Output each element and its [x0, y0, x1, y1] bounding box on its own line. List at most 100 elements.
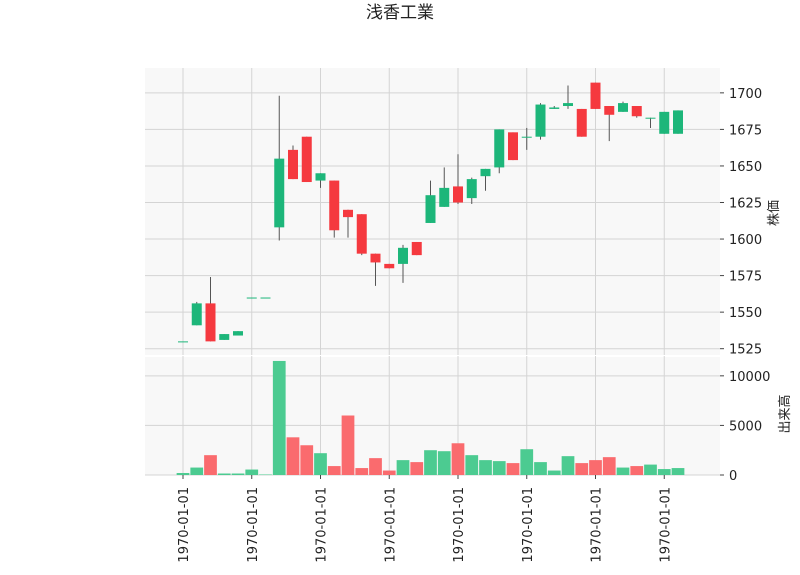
volume-bar	[245, 469, 259, 475]
volume-bar	[424, 450, 437, 475]
volume-bar	[396, 460, 410, 475]
volume-bar	[671, 468, 685, 475]
volume-bar	[589, 460, 602, 475]
candle-body	[260, 297, 271, 299]
volume-bar	[355, 468, 369, 475]
volume-bar	[465, 455, 479, 475]
candle-body	[233, 331, 243, 336]
candle-body	[274, 158, 285, 228]
candle-body	[645, 117, 656, 119]
volume-bar	[300, 445, 314, 475]
chart-title: 浅香工業	[366, 3, 434, 23]
candle-body	[466, 179, 477, 199]
candle-body	[356, 214, 367, 254]
volume-bar	[190, 467, 204, 475]
candle-body	[563, 103, 573, 107]
candle-body	[329, 180, 340, 231]
candle-body	[219, 334, 230, 340]
volume-bar	[451, 443, 465, 475]
candle-body	[480, 168, 491, 177]
volume-bar	[382, 470, 396, 475]
candle-body	[508, 132, 518, 161]
volume-bar	[314, 453, 327, 475]
candle-body	[411, 241, 422, 256]
candle-body	[631, 106, 642, 117]
volume-bar	[657, 469, 671, 475]
x-tick-label: 1970-01-01	[315, 487, 330, 563]
candle-body	[453, 186, 463, 203]
volume-bar	[561, 456, 575, 475]
x-tick-label: 1970-01-01	[246, 487, 261, 563]
candle-body	[549, 107, 560, 109]
x-tick-label: 1970-01-01	[452, 487, 467, 563]
candle-body	[384, 263, 395, 269]
candle-body	[288, 149, 298, 180]
candle-body	[178, 341, 188, 343]
volume-tick-label: 10000	[729, 370, 770, 385]
price-panel: 1525 1550 1575 1600 1625 1650 1675 1700	[145, 68, 762, 358]
volume-bar	[492, 461, 506, 475]
candle-body	[246, 297, 257, 299]
candle-body	[521, 136, 532, 138]
candle-body	[191, 303, 202, 326]
volume-bar	[644, 464, 657, 475]
volume-tick-label: 5000	[729, 419, 762, 434]
candle-body	[370, 253, 381, 263]
volume-bar	[534, 462, 547, 475]
price-tick-label: 1700	[729, 87, 762, 102]
candle-body	[315, 173, 326, 181]
price-tick-label: 1675	[729, 123, 762, 138]
x-tick-label: 1970-01-01	[658, 487, 673, 563]
volume-bar	[176, 473, 190, 475]
volume-bar	[506, 463, 520, 475]
volume-bar	[341, 415, 355, 475]
candle-body	[301, 136, 312, 183]
volume-bar	[410, 462, 424, 475]
candle-body	[618, 103, 628, 112]
candle-body	[576, 108, 587, 137]
price-tick-label: 1525	[729, 343, 762, 358]
candle-body	[494, 129, 505, 168]
volume-bar	[217, 473, 231, 475]
price-tick-label: 1625	[729, 196, 762, 211]
volume-bar	[602, 457, 616, 475]
volume-bar	[547, 470, 561, 475]
candle-body	[205, 303, 216, 342]
price-tick-label: 1600	[729, 233, 762, 248]
volume-bar	[231, 473, 245, 475]
volume-panel: 0 5000 10000	[145, 355, 770, 484]
candle-body	[343, 209, 353, 218]
x-tick-label: 1970-01-01	[590, 487, 605, 563]
candle-body	[673, 110, 683, 134]
candle-body	[659, 111, 670, 134]
volume-bar	[616, 467, 630, 475]
candle-body	[425, 195, 436, 223]
volume-bar	[630, 466, 644, 475]
volume-bar	[327, 466, 341, 475]
volume-bar	[286, 437, 300, 475]
candle-body	[439, 187, 450, 207]
x-tick-label: 1970-01-01	[383, 487, 398, 563]
volume-bar	[520, 449, 534, 475]
candle-body	[398, 247, 408, 264]
volume-bar	[575, 463, 589, 475]
x-tick-label: 1970-01-01	[177, 487, 192, 563]
candle-body	[535, 104, 546, 137]
price-tick-label: 1575	[729, 270, 762, 285]
x-tick-label: 1970-01-01	[521, 487, 536, 563]
volume-bar	[369, 458, 382, 475]
candle-body	[590, 82, 601, 109]
volume-bar	[204, 455, 217, 475]
x-axis: 1970-01-01 1970-01-01 1970-01-01 1970-01-01…	[177, 475, 673, 563]
price-tick-label: 1550	[729, 306, 762, 321]
volume-tick-label: 0	[729, 469, 737, 484]
volume-bar	[437, 451, 451, 475]
volume-bar	[479, 460, 492, 475]
price-tick-label: 1650	[729, 160, 762, 175]
volume-bar	[259, 474, 272, 476]
candle-body	[604, 106, 615, 115]
volume-axis-label: 出来高	[777, 394, 793, 433]
volume-bar	[272, 360, 286, 475]
